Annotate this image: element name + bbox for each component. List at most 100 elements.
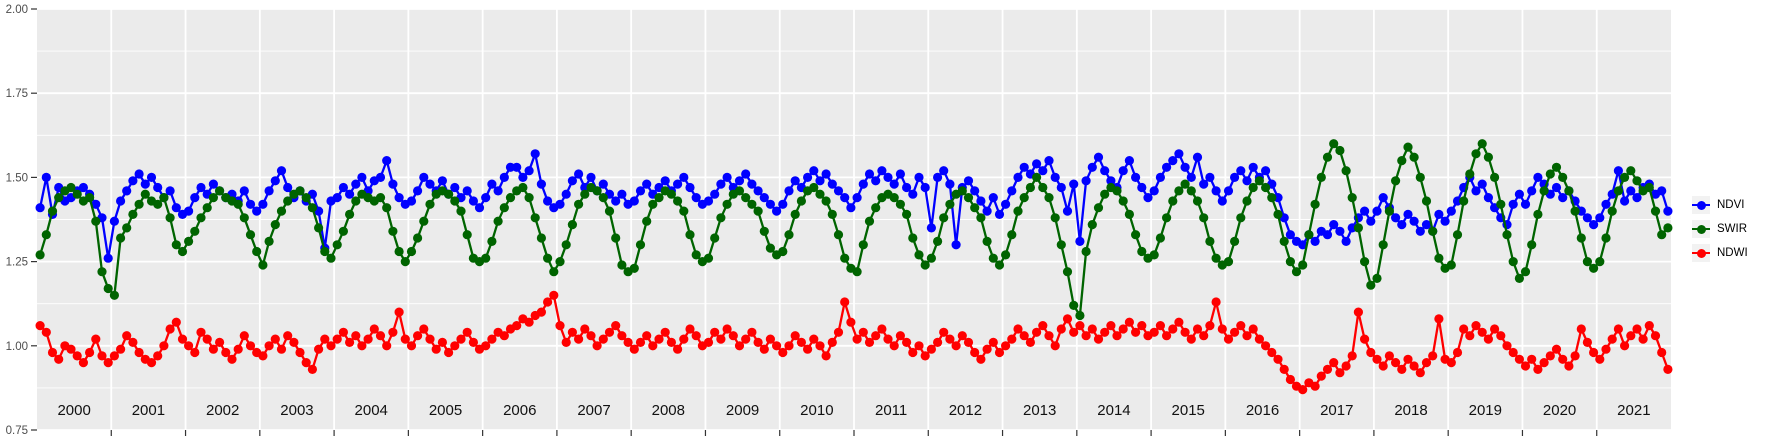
ndvi-point — [1477, 179, 1487, 189]
ndwi-point — [642, 331, 652, 341]
ndwi-point — [1180, 327, 1190, 337]
ndvi-point — [357, 172, 367, 182]
swir-point — [710, 233, 720, 243]
swir-point — [1471, 149, 1481, 159]
swir-point — [796, 196, 807, 206]
ndwi-point — [586, 331, 596, 341]
ndvi-point — [425, 179, 435, 189]
swir-point — [1248, 182, 1258, 193]
y-axis-label: 1.50 — [6, 172, 28, 184]
swir-point — [734, 186, 745, 196]
swir-point — [1434, 253, 1444, 263]
swir-point — [1230, 236, 1240, 246]
ndwi-point — [741, 334, 751, 344]
ndvi-point — [741, 169, 751, 179]
y-axis-label: 2.00 — [6, 4, 28, 16]
swir-point — [413, 233, 423, 243]
ndvi-point — [970, 186, 980, 196]
ndwi-point — [208, 344, 218, 354]
ndvi-point — [1069, 179, 1079, 189]
ndvi-point — [345, 189, 355, 199]
ndwi-point — [524, 317, 534, 327]
swir-point — [543, 253, 553, 263]
swir-point — [320, 246, 330, 257]
swir-point — [493, 216, 503, 226]
ndwi-point — [796, 337, 807, 347]
ndwi-point — [320, 334, 330, 344]
ndvi-point — [109, 216, 119, 226]
swir-point — [933, 236, 943, 246]
ndwi-point — [994, 347, 1005, 358]
ndvi-point — [536, 179, 547, 189]
swir-point — [1403, 142, 1413, 152]
ndvi-point — [790, 176, 800, 186]
ndwi-point — [1638, 334, 1648, 344]
ndvi-point — [1093, 152, 1104, 162]
ndwi-point — [908, 347, 918, 358]
swir-point — [1137, 246, 1147, 257]
swir-point — [963, 193, 974, 203]
ndwi-point — [728, 331, 738, 341]
ndwi-point — [382, 341, 392, 351]
swir-point — [1112, 186, 1122, 196]
ndwi-point — [648, 341, 658, 351]
swir-point — [1595, 257, 1605, 267]
swir-point — [1527, 240, 1537, 250]
ndvi-point — [988, 193, 998, 203]
ndvi-point — [338, 182, 348, 193]
swir-point — [1298, 260, 1308, 270]
swir-point — [1378, 240, 1388, 250]
ndvi-point-swatch — [1696, 200, 1706, 210]
ndvi-point — [858, 179, 868, 189]
ndvi-point — [1137, 182, 1147, 193]
ndwi-point — [895, 331, 906, 341]
swir-point — [988, 253, 998, 263]
ndvi-point — [493, 186, 503, 196]
ndwi-point — [72, 351, 82, 361]
ndwi-point — [1496, 331, 1506, 341]
ndvi-point — [1329, 220, 1339, 230]
ndwi-point — [703, 337, 714, 347]
swir-point — [1261, 182, 1271, 193]
ndwi-point — [1044, 331, 1054, 341]
y-axis-label: 1.25 — [6, 257, 28, 269]
ndvi-point — [747, 179, 757, 189]
swir-point-swatch — [1696, 224, 1706, 234]
ndvi-point — [815, 176, 825, 186]
ndwi-point — [957, 331, 967, 341]
swir-point — [1483, 152, 1493, 162]
swir-point — [858, 240, 868, 250]
swir-point — [1360, 257, 1370, 267]
swir-point — [1508, 257, 1518, 267]
ndwi-point — [1465, 331, 1475, 341]
swir-point — [914, 250, 924, 260]
ndwi-point — [1081, 331, 1091, 341]
ndvi-point — [1155, 172, 1165, 182]
swir-point — [307, 203, 317, 213]
ndvi-point — [864, 169, 875, 179]
swir-point — [598, 193, 608, 203]
ndwi-point — [1050, 341, 1060, 351]
swir-point — [1199, 213, 1209, 223]
ndvi-point — [382, 156, 392, 166]
year-label: 2013 — [1023, 402, 1056, 419]
swir-point — [499, 203, 509, 213]
ndvi-point — [555, 199, 565, 209]
ndwi-point — [1558, 354, 1568, 364]
ndwi-point — [1347, 351, 1357, 361]
swir-point — [1582, 257, 1592, 267]
ndwi-point — [425, 334, 435, 344]
ndwi-point — [153, 351, 163, 361]
swir-point — [301, 193, 311, 203]
ndvi-point — [1261, 166, 1271, 176]
year-label: 2000 — [57, 402, 90, 419]
ndvi-point — [122, 186, 132, 196]
ndwi-point — [759, 344, 769, 354]
legend-key-ndwi — [1692, 244, 1710, 262]
ndwi-point — [679, 334, 689, 344]
ndvi-point — [1075, 236, 1085, 246]
ndwi-point — [146, 358, 157, 368]
swir-point — [338, 226, 348, 236]
ndvi-point — [1378, 193, 1388, 203]
